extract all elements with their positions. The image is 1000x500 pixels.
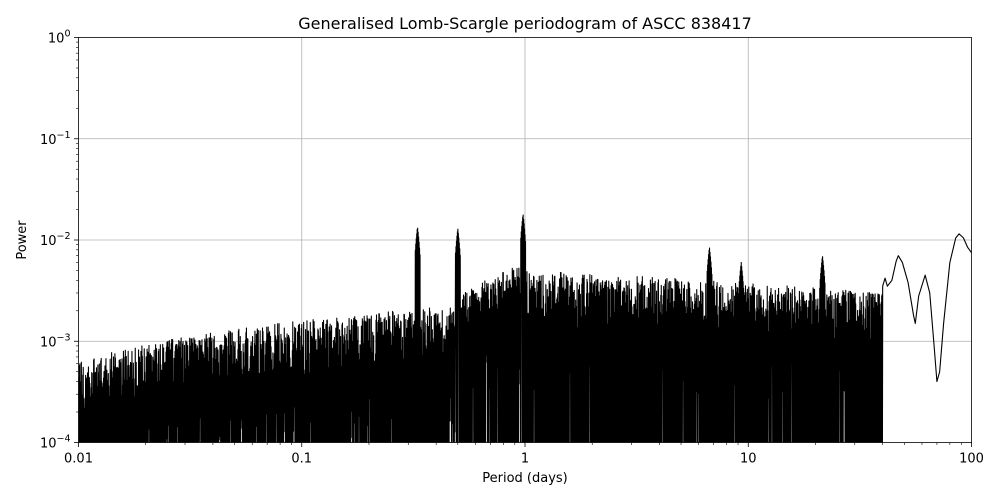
y-axis: 10−4 10−3 10−2 10−1 100 [40, 29, 79, 452]
y-axis-label: Power [15, 220, 30, 260]
periodogram-line [78, 214, 972, 443]
y-tick-label: 10−3 [40, 332, 71, 350]
x-tick-label: 0.01 [64, 452, 93, 467]
chart-title: Generalised Lomb-Scargle periodogram of … [298, 14, 752, 33]
x-tick-label: 100 [959, 452, 984, 467]
y-tick-label: 100 [48, 29, 71, 47]
y-tick-label: 10−1 [40, 130, 71, 148]
x-axis-label: Period (days) [482, 471, 568, 486]
x-tick-label: 0.1 [291, 452, 312, 467]
periodogram-series [78, 214, 972, 443]
y-tick-label: 10−2 [40, 231, 71, 249]
x-tick-label: 1 [521, 452, 529, 467]
y-tick-label: 10−4 [40, 434, 71, 452]
x-tick-label: 10 [740, 452, 757, 467]
x-axis: 0.01 0.1 1 10 100 [64, 442, 984, 467]
